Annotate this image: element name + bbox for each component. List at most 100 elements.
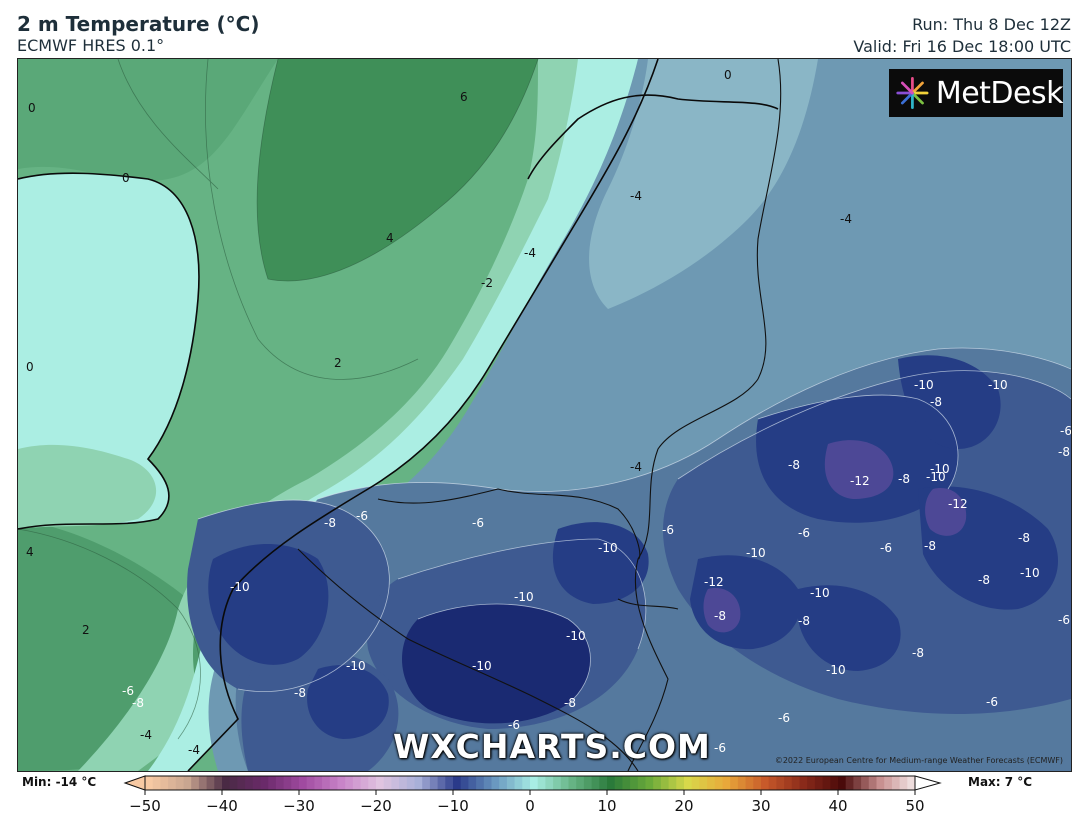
- colorbar-segment: [506, 776, 515, 790]
- colorbar-segment: [183, 776, 192, 790]
- colorbar-segment: [861, 776, 870, 790]
- contour-label: -6: [122, 684, 134, 698]
- map-canvas: 60042042-2-4-4-40-4-6-10-6-8-10-10-10-8-…: [18, 59, 1071, 771]
- colorbar: Min: -14 °C −50 −40 −30 −20 −10 0 10 20 30 40 50 M…: [0, 772, 1088, 833]
- colorbar-segment: [222, 776, 231, 790]
- colorbar-segment: [830, 776, 839, 790]
- colorbar-segment: [868, 776, 877, 790]
- colorbar-segment: [268, 776, 277, 790]
- colorbar-segment: [291, 776, 300, 790]
- colorbar-segment: [784, 776, 793, 790]
- colorbar-segment: [799, 776, 808, 790]
- colorbar-segment: [653, 776, 662, 790]
- contour-label: 4: [26, 545, 34, 559]
- contour-label: -8: [924, 539, 936, 553]
- colorbar-segment: [884, 776, 893, 790]
- colorbar-segment: [891, 776, 900, 790]
- contour-label: -10: [914, 378, 934, 392]
- contour-label: -4: [840, 212, 852, 226]
- colorbar-segment: [768, 776, 777, 790]
- colorbar-max-arrow: [914, 775, 942, 791]
- contour-label: -6: [356, 509, 368, 523]
- colorbar-segment: [383, 776, 392, 790]
- colorbar-segment: [899, 776, 908, 790]
- colorbar-segment: [360, 776, 369, 790]
- colorbar-segment: [522, 776, 531, 790]
- colorbar-segment: [838, 776, 847, 790]
- contour-label: -8: [132, 696, 144, 710]
- contour-label: -12: [704, 575, 724, 589]
- run-time: Run: Thu 8 Dec 12Z: [912, 15, 1071, 34]
- contour-label: -6: [662, 523, 674, 537]
- colorbar-segment: [576, 776, 585, 790]
- contour-label: 2: [334, 356, 342, 370]
- colorbar-segment: [676, 776, 685, 790]
- contour-label: -6: [1060, 424, 1071, 438]
- contour-label: -6: [1058, 613, 1070, 627]
- contour-label: 0: [724, 68, 732, 82]
- colorbar-segment: [907, 776, 916, 790]
- uk-landmass: [18, 173, 199, 529]
- colorbar-segment: [237, 776, 246, 790]
- chart-header-right: Run: Thu 8 Dec 12Z Valid: Fri 16 Dec 18:…: [853, 14, 1071, 58]
- colorbar-segment: [145, 776, 154, 790]
- colorbar-segment: [391, 776, 400, 790]
- colorbar-segment: [306, 776, 315, 790]
- colorbar-tick-label: −40: [206, 797, 238, 815]
- colorbar-segment: [776, 776, 785, 790]
- contour-label: -6: [508, 718, 520, 732]
- colorbar-segment: [845, 776, 854, 790]
- contour-label: -8: [1058, 445, 1070, 459]
- colorbar-segment: [568, 776, 577, 790]
- colorbar-segment: [645, 776, 654, 790]
- colorbar-segment: [175, 776, 184, 790]
- contour-label: -8: [912, 646, 924, 660]
- colorbar-segment: [314, 776, 323, 790]
- colorbar-segment: [876, 776, 885, 790]
- contour-label: -12: [948, 497, 968, 511]
- colorbar-segment: [299, 776, 308, 790]
- metdesk-logo: MetDesk: [889, 69, 1064, 117]
- contour-label: -6: [778, 711, 790, 725]
- colorbar-segment: [191, 776, 200, 790]
- colorbar-segment: [514, 776, 523, 790]
- colorbar-segment: [483, 776, 492, 790]
- isotherm-lines: [197, 347, 1071, 705]
- temperature-map: 6 0 0 4 2 0 4 2 -2 -4 -4 -4 0 -4 -6 -10 -6 -8 -10 -10 -10 -8-…: [17, 58, 1072, 772]
- contour-label: 0: [28, 101, 36, 115]
- colorbar-segment: [214, 776, 223, 790]
- colorbar-min-label: Min: -14 °C: [22, 775, 97, 789]
- colorbar-segment: [198, 776, 207, 790]
- colorbar-segment: [152, 776, 161, 790]
- contour-label: -10: [926, 470, 946, 484]
- colorbar-segment: [283, 776, 292, 790]
- uk-south: [18, 444, 157, 529]
- colorbar-segment: [491, 776, 500, 790]
- temp-zone-minus10-central: [401, 604, 591, 724]
- colorbar-tick-label: 0: [525, 797, 535, 815]
- colorbar-segment: [807, 776, 816, 790]
- contour-label-layer: 60042042-2-4-4-40-4-6-10-6-8-10-10-10-8-…: [26, 68, 1071, 757]
- colorbar-segment: [553, 776, 562, 790]
- colorbar-tick-label: 40: [828, 797, 847, 815]
- contour-label: -2: [481, 276, 493, 290]
- colorbar-segment: [622, 776, 631, 790]
- temp-zone-minus10-se: [798, 585, 901, 671]
- colorbar-segment: [591, 776, 600, 790]
- temp-zone-minus10-sw: [307, 665, 389, 739]
- colorbar-segment: [761, 776, 770, 790]
- contour-label: -10: [746, 546, 766, 560]
- wxcharts-watermark: WXCHARTS.COM: [393, 727, 711, 766]
- colorbar-tick-label: −50: [129, 797, 161, 815]
- colorbar-segment: [160, 776, 169, 790]
- colorbar-segment: [537, 776, 546, 790]
- contour-label: -4: [140, 728, 152, 742]
- temp-zone-minus10-c2: [552, 522, 649, 604]
- metdesk-logo-text: MetDesk: [935, 75, 1064, 111]
- contour-label: -8: [798, 614, 810, 628]
- colorbar-segment: [637, 776, 646, 790]
- colorbar-segment: [583, 776, 592, 790]
- temp-zone-minus10-west: [208, 544, 329, 665]
- contour-label: -10: [230, 580, 250, 594]
- colorbar-segment: [545, 776, 554, 790]
